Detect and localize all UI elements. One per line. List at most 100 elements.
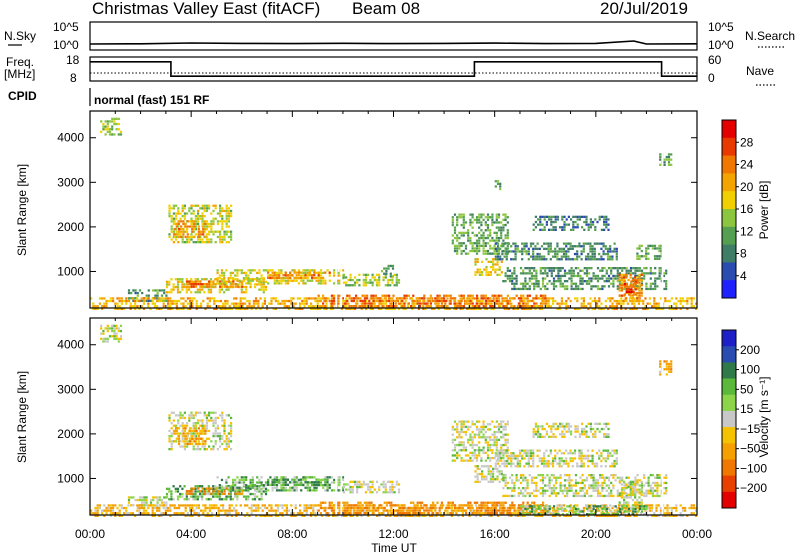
cell-r4 [225, 288, 228, 291]
cell-r20 [637, 299, 640, 303]
cell-r10 [473, 247, 476, 250]
cell-r1 [201, 445, 204, 448]
cell-r14 [561, 215, 564, 218]
cell-r13 [607, 274, 611, 278]
cell-r8 [347, 278, 350, 282]
cell-r4 [176, 280, 180, 283]
colorbar-swatch [722, 226, 736, 246]
cell-r4 [251, 278, 254, 281]
cell-r6 [267, 282, 270, 285]
cell-r20 [446, 305, 449, 308]
cell-r12 [513, 494, 516, 498]
cell-r2 [175, 230, 178, 233]
cell-r13 [574, 287, 578, 291]
cell-r12 [539, 487, 542, 490]
cell-r13 [541, 280, 545, 283]
cell-r6 [238, 486, 241, 489]
cell-r8 [345, 483, 348, 486]
cell-r1 [227, 241, 230, 244]
cell-r12 [552, 474, 556, 477]
cell-r11 [540, 459, 544, 463]
cell-r7 [289, 276, 292, 279]
cell-r1 [177, 241, 180, 244]
cell-r9 [464, 449, 468, 452]
cell-r6 [234, 481, 237, 484]
cell-r10 [481, 465, 484, 468]
cell-r4 [181, 278, 184, 281]
cell-r11 [613, 452, 616, 455]
cell-r11 [554, 457, 557, 460]
cell-r3 [130, 496, 133, 499]
cell-r1 [230, 212, 233, 215]
cell-r6 [216, 279, 219, 282]
cell-r1 [219, 440, 222, 443]
cell-r21 [484, 297, 487, 300]
cell-r12 [525, 252, 528, 256]
cell-r2 [193, 220, 196, 223]
cell-r7 [284, 276, 287, 279]
cell-r5 [221, 492, 224, 495]
cell-r1 [181, 209, 184, 213]
cell-r12 [580, 258, 583, 261]
cell-r20 [206, 297, 209, 300]
cell-r20 [615, 305, 618, 308]
cell-r12 [506, 481, 509, 485]
cell-r4 [247, 485, 250, 488]
cell-r20 [239, 297, 242, 300]
cell-r20 [646, 302, 649, 305]
cell-r10 [482, 234, 485, 237]
cell-r6 [258, 282, 261, 285]
cell-r4 [174, 490, 177, 493]
cell-r12 [499, 247, 502, 250]
cell-r10 [473, 242, 476, 245]
cell-r20 [235, 302, 238, 305]
cell-r17 [653, 247, 657, 250]
cell-r10 [478, 231, 481, 234]
cell-r20 [142, 299, 145, 303]
cell-r14 [554, 220, 557, 224]
cell-r9 [475, 428, 479, 431]
cell-r6 [275, 282, 279, 285]
cell-r1 [199, 424, 202, 427]
cell-r1 [212, 222, 215, 226]
cell-r21 [535, 297, 538, 300]
cell-r12 [654, 476, 657, 479]
cell-r10 [483, 465, 486, 468]
cell-r20 [277, 299, 280, 303]
cell-r8 [393, 273, 396, 276]
cell-r21 [520, 297, 523, 300]
cell-r8 [391, 488, 394, 491]
cell-r1 [219, 437, 222, 440]
cell-r20 [285, 305, 288, 308]
cell-r20 [248, 305, 251, 308]
cell-r1 [219, 212, 222, 215]
cell-r1 [181, 422, 184, 425]
cell-r20 [593, 307, 596, 310]
cell-r11 [600, 452, 603, 455]
ytick-label: 4000 [57, 131, 84, 145]
cell-r12 [562, 250, 566, 253]
cell-r4 [231, 498, 235, 501]
cell-r1 [201, 424, 204, 427]
cell-r20 [173, 302, 176, 305]
cell-r4 [262, 285, 265, 289]
cell-r5 [199, 285, 202, 288]
cell-r20 [285, 299, 288, 303]
cell-r1 [221, 228, 224, 231]
cell-r21 [407, 294, 410, 297]
cell-r1 [186, 212, 189, 215]
cell-r21 [542, 299, 545, 303]
cell-r12 [566, 492, 569, 495]
cell-r11 [615, 462, 618, 465]
cell-r4 [264, 280, 268, 283]
cell-r12 [494, 242, 497, 245]
cell-r10 [489, 231, 492, 234]
cell-r1 [227, 235, 230, 239]
cell-r21 [355, 297, 358, 300]
cell-r13 [537, 433, 540, 436]
cell-r3 [141, 291, 144, 295]
cell-r8 [382, 276, 385, 279]
cell-r10 [456, 221, 459, 224]
cell-r13 [548, 280, 551, 283]
cell-r9 [502, 420, 505, 423]
